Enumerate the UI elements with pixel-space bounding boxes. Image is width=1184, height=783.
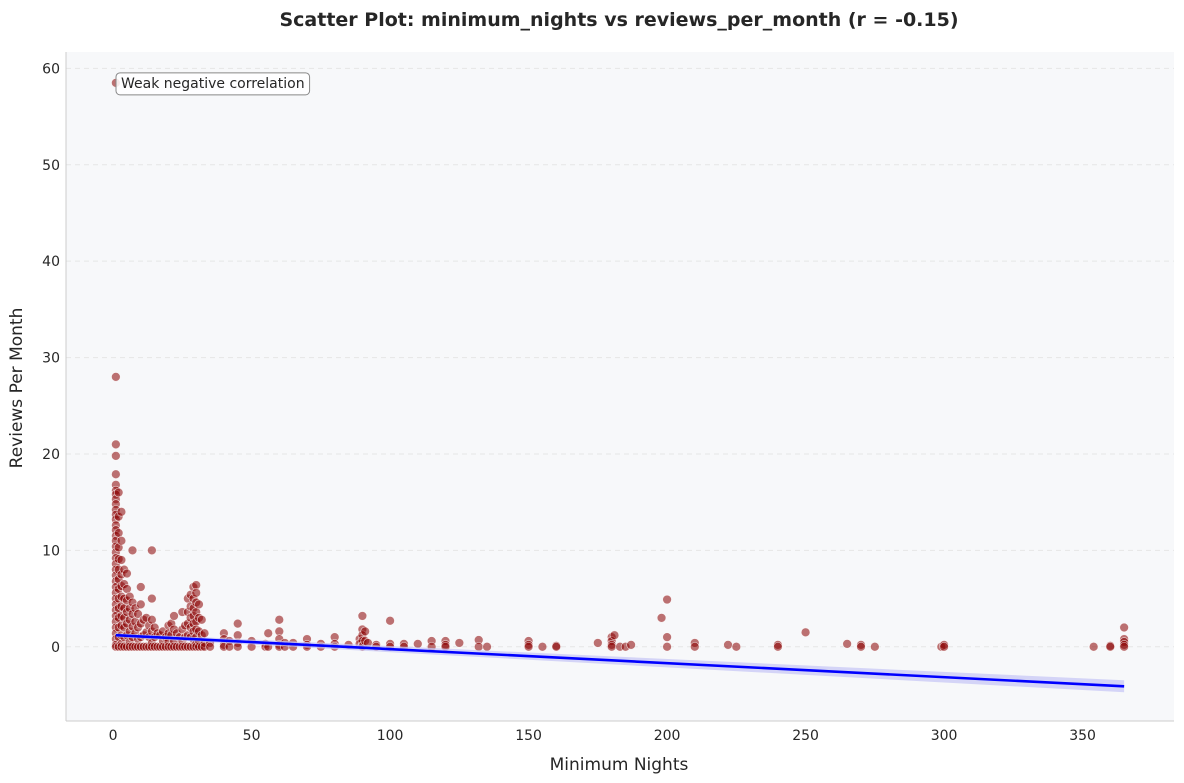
data-point — [662, 632, 672, 642]
axis-spines — [65, 52, 1174, 722]
x-tick-label: 250 — [792, 728, 819, 744]
data-point — [593, 638, 603, 648]
x-tick-label: 150 — [515, 728, 542, 744]
gridlines — [66, 67, 1174, 648]
data-point — [1088, 642, 1099, 652]
x-tick-label: 100 — [377, 728, 404, 744]
x-tick-label: 350 — [1069, 728, 1096, 744]
data-point — [357, 611, 368, 621]
data-point — [111, 372, 121, 382]
scatter-points — [111, 78, 1129, 652]
data-point — [856, 642, 866, 652]
annotation-box: Weak negative correlation — [115, 72, 311, 96]
chart-title: Scatter Plot: minimum_nights vs reviews_… — [279, 9, 958, 31]
data-point — [773, 642, 783, 652]
data-point — [870, 642, 880, 652]
data-point — [116, 507, 127, 517]
data-point — [136, 582, 146, 592]
data-point — [199, 628, 210, 638]
data-point — [111, 439, 121, 450]
data-point — [413, 639, 423, 649]
data-point — [1105, 642, 1115, 652]
plot-area — [66, 52, 1174, 721]
data-point — [194, 599, 204, 610]
data-point — [224, 642, 235, 652]
annotation-text: Weak negative correlation — [121, 76, 305, 92]
y-tick-label: 20 — [42, 447, 60, 463]
data-point — [1119, 642, 1129, 652]
y-tick-label: 40 — [42, 254, 60, 270]
data-point — [111, 451, 121, 461]
data-point — [116, 536, 127, 546]
data-point — [1119, 622, 1129, 633]
data-point — [482, 642, 492, 652]
data-point — [111, 469, 121, 479]
data-point — [113, 487, 124, 498]
data-point — [662, 642, 672, 652]
data-point — [385, 616, 395, 626]
data-point — [454, 638, 465, 648]
data-point — [723, 640, 733, 650]
data-point — [800, 627, 811, 638]
x-tick-label: 0 — [109, 728, 118, 744]
data-point — [191, 588, 201, 598]
y-tick-label: 60 — [42, 61, 60, 77]
y-tick-label: 50 — [42, 158, 60, 174]
data-point — [197, 615, 207, 625]
data-point — [474, 642, 484, 652]
y-tick-label: 10 — [42, 543, 60, 559]
y-axis-ticks: 0 10 20 30 40 50 60 — [42, 61, 60, 655]
data-point — [842, 639, 852, 649]
data-point — [136, 599, 146, 610]
data-point — [263, 628, 273, 638]
data-point — [609, 630, 620, 640]
x-tick-label: 300 — [931, 728, 958, 744]
data-point — [656, 613, 667, 623]
x-axis-ticks: 0 50 100 150 200 250 300 350 — [109, 728, 1096, 744]
x-tick-label: 50 — [243, 728, 261, 744]
data-point — [147, 593, 157, 604]
data-point — [662, 594, 672, 605]
data-point — [939, 642, 949, 652]
data-point — [523, 642, 534, 652]
data-point — [233, 618, 243, 629]
data-point — [205, 642, 215, 652]
x-axis-label: Minimum Nights — [550, 755, 689, 775]
data-point — [169, 611, 179, 621]
y-axis-label: Reviews Per Month — [7, 308, 27, 469]
annotation-frame — [115, 72, 311, 96]
data-point — [690, 642, 700, 652]
data-point — [626, 640, 636, 650]
data-point — [116, 555, 127, 565]
x-tick-label: 200 — [654, 728, 681, 744]
trend-line-group — [115, 633, 1125, 693]
y-tick-label: 30 — [42, 351, 60, 367]
data-point — [127, 545, 138, 556]
data-point — [537, 642, 548, 652]
data-point — [133, 609, 143, 619]
data-point — [360, 626, 370, 637]
data-point — [147, 545, 157, 556]
data-point — [122, 568, 132, 579]
data-point — [274, 615, 284, 625]
trend-line — [115, 633, 1125, 688]
data-point — [551, 642, 561, 652]
data-point — [731, 642, 742, 652]
y-tick-label: 0 — [51, 640, 60, 656]
data-point — [606, 642, 617, 652]
